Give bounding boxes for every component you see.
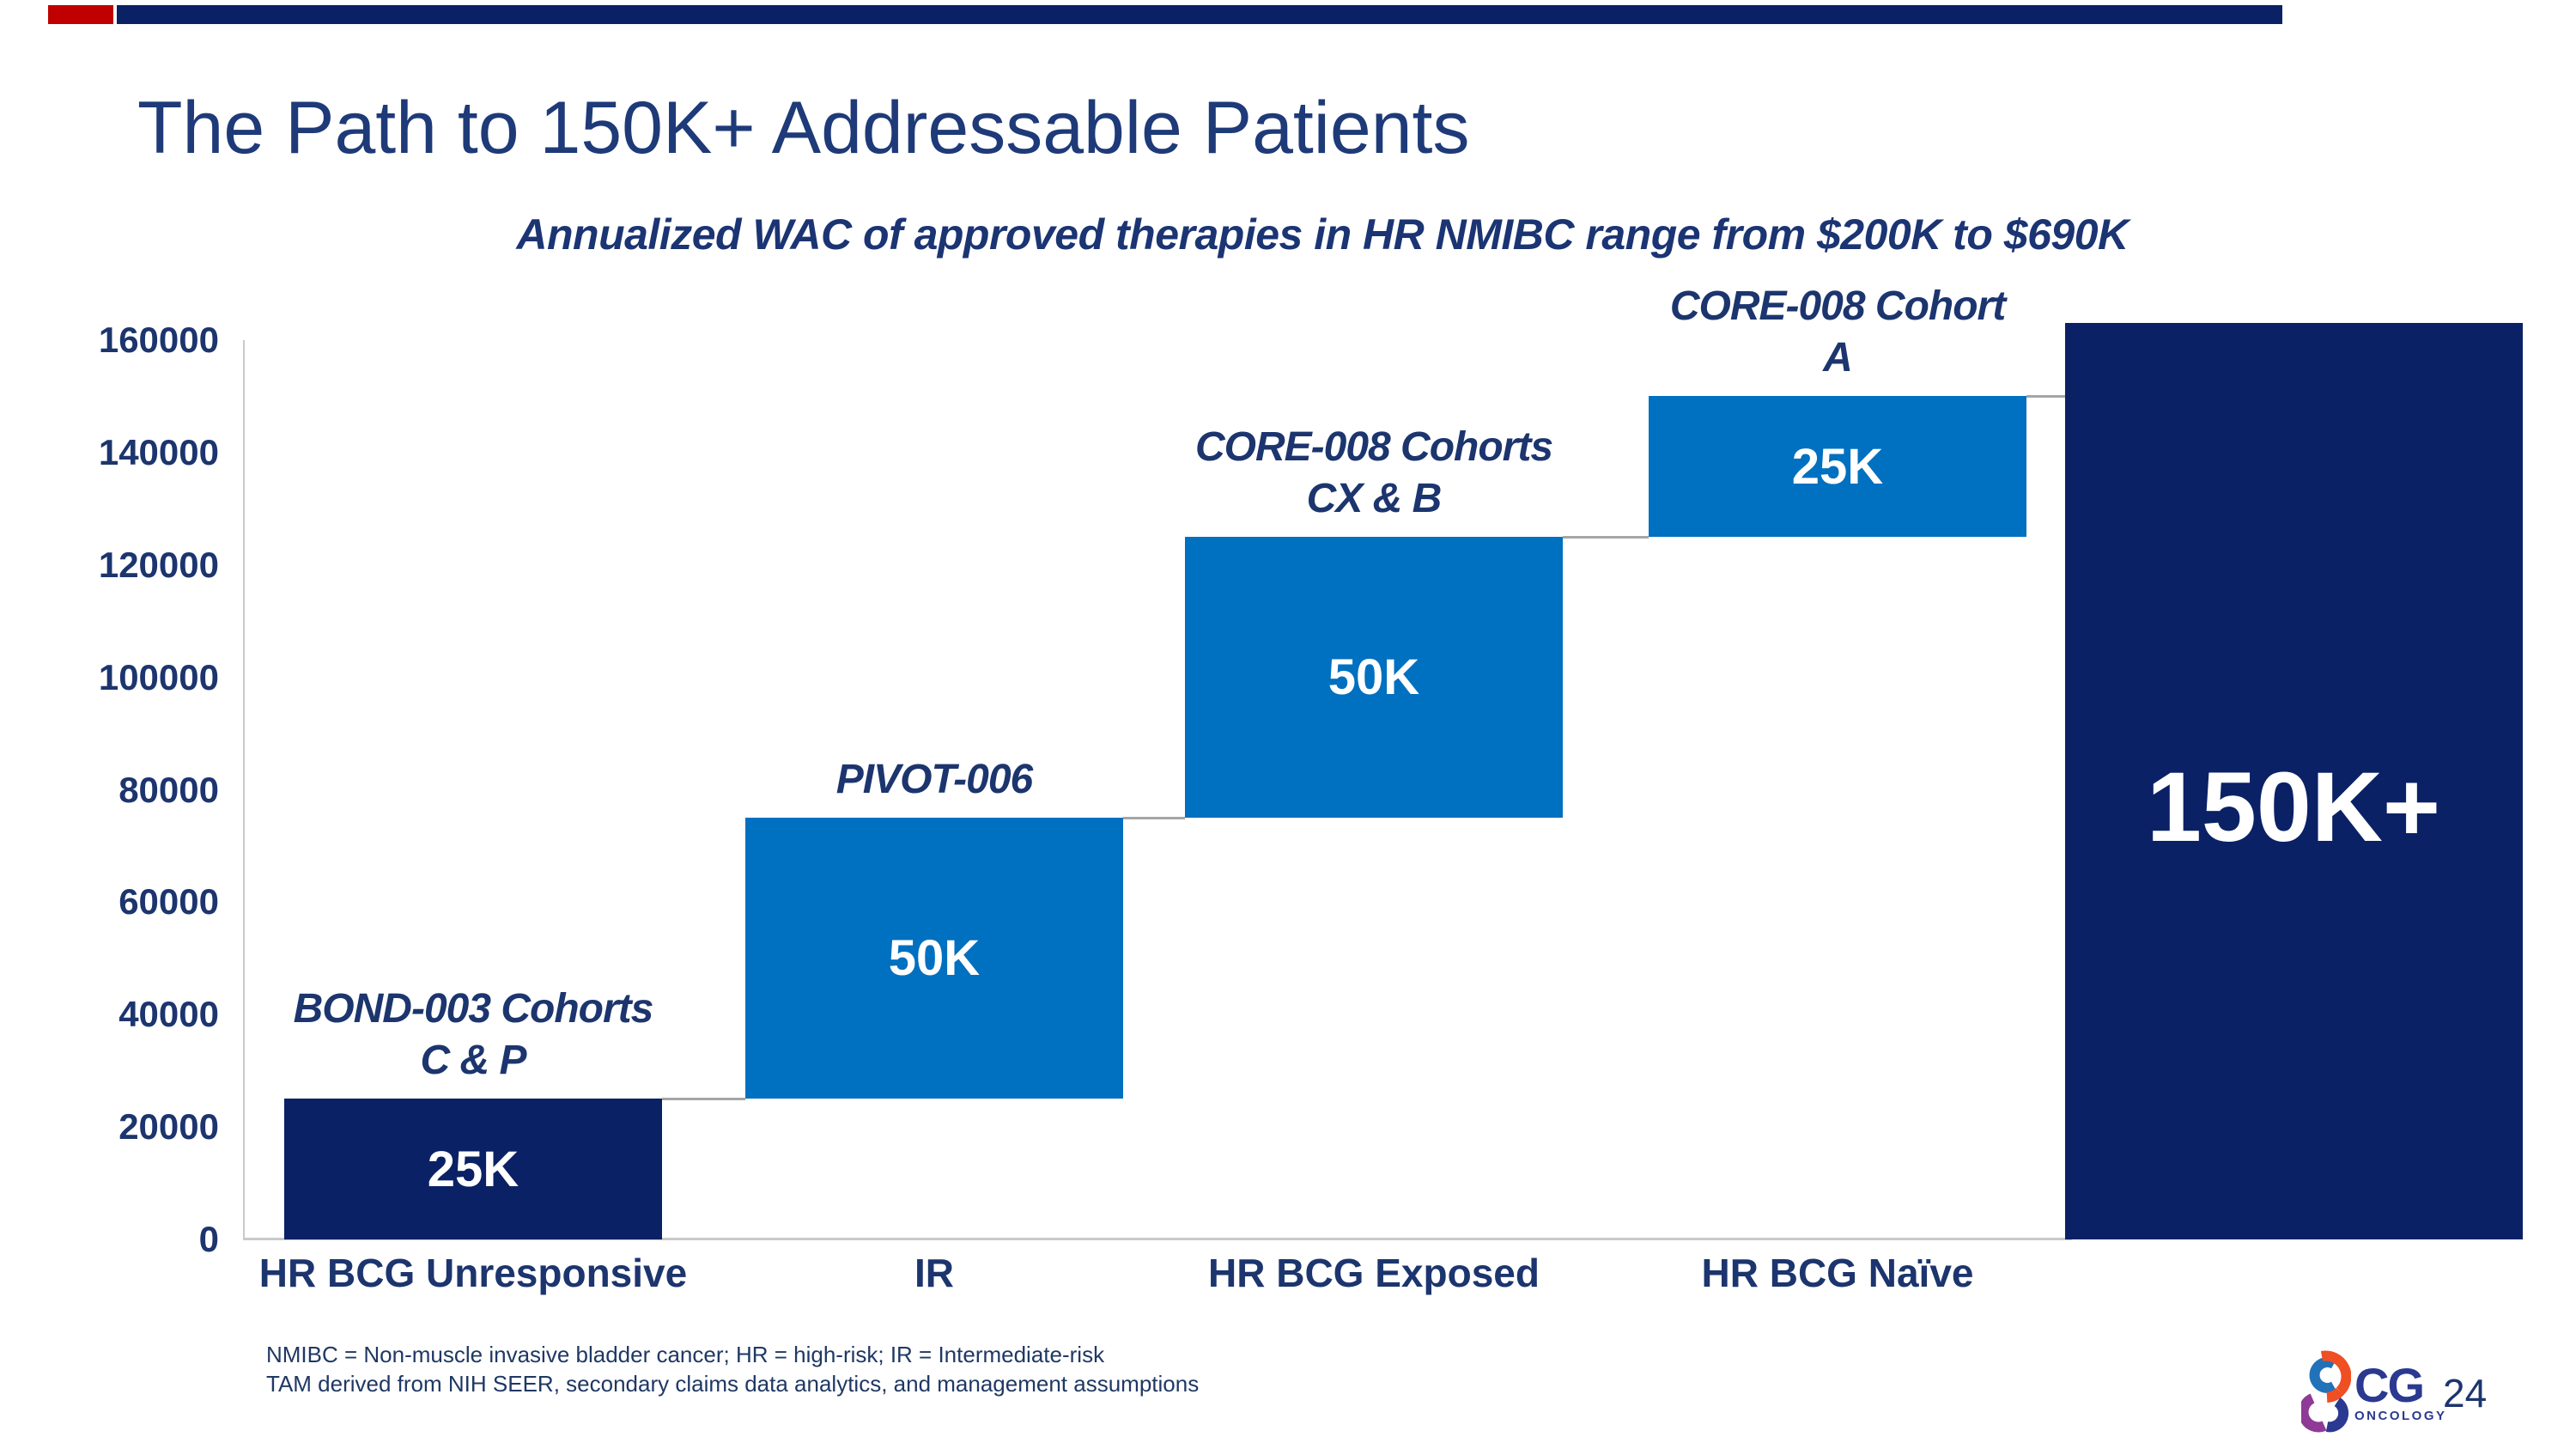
- x-axis-label: HR BCG Naïve: [1701, 1251, 1974, 1295]
- footnote-line-2: TAM derived from NIH SEER, secondary cla…: [266, 1371, 1200, 1397]
- top-accent-red-bar: [48, 5, 113, 24]
- annotation-line: PIVOT-006: [835, 757, 1033, 803]
- bar: 25K: [284, 1099, 662, 1239]
- footnotes: NMIBC = Non-muscle invasive bladder canc…: [266, 1340, 1199, 1398]
- x-axis-label: HR BCG Exposed: [1208, 1251, 1540, 1295]
- bar: 25K: [1649, 396, 2026, 538]
- step-connector-line: [662, 1098, 745, 1101]
- y-tick-label: 80000: [118, 769, 219, 810]
- y-tick-label: 0: [198, 1219, 219, 1259]
- bar-value-label: 25K: [427, 1141, 519, 1197]
- step-connector-line: [2026, 395, 2065, 399]
- annotation-line: CORE-008 Cohort: [1669, 283, 2006, 330]
- y-tick-label: 160000: [98, 320, 219, 360]
- x-axis-label: IR: [914, 1251, 954, 1295]
- y-tick-label: 120000: [98, 544, 219, 585]
- y-tick-label: 100000: [98, 656, 219, 697]
- bar-annotation: PIVOT-006: [835, 754, 1033, 806]
- step-connector-line: [1563, 536, 1649, 539]
- cg-oncology-logo-icon: [2301, 1350, 2351, 1433]
- bar-annotation: CORE-008 Cohorts CX & B: [1194, 422, 1553, 525]
- x-axis-line: [243, 1238, 2072, 1240]
- logo-text-block: CG ONCOLOGY: [2354, 1358, 2447, 1424]
- slide-title: The Path to 150K+ Addressable Patients: [137, 87, 1470, 169]
- bar: 50K: [1185, 537, 1563, 819]
- logo-cg-text: CG: [2354, 1358, 2425, 1412]
- top-accent-navy-bar: [117, 5, 2282, 24]
- bar-value-label: 150K+: [2146, 752, 2441, 862]
- slide-subtitle: Annualized WAC of approved therapies in …: [516, 210, 2129, 259]
- y-tick-label: 40000: [118, 994, 219, 1035]
- annotation-line: BOND-003 Cohorts: [293, 986, 654, 1032]
- logo-oncology-text: ONCOLOGY: [2354, 1409, 2447, 1423]
- bar-annotation: CORE-008 Cohort A: [1669, 281, 2006, 384]
- total-bar: 150K+: [2064, 323, 2523, 1239]
- bar: 50K: [745, 818, 1123, 1099]
- x-axis-label: HR BCG Unresponsive: [258, 1251, 688, 1295]
- annotation-line: A: [1823, 335, 1853, 381]
- annotation-line: CX & B: [1306, 476, 1443, 522]
- y-tick-label: 140000: [98, 431, 219, 472]
- y-tick-label: 20000: [118, 1106, 219, 1148]
- bar-annotation: BOND-003 Cohorts C & P: [293, 983, 654, 1087]
- step-connector-line: [1123, 817, 1185, 820]
- bar-value-label: 50K: [888, 930, 981, 987]
- bar-value-label: 25K: [1791, 438, 1884, 495]
- y-axis-line: [243, 340, 245, 1239]
- cg-oncology-logo: CG ONCOLOGY: [2301, 1349, 2447, 1434]
- annotation-line: CORE-008 Cohorts: [1194, 424, 1553, 471]
- footnote-line-1: NMIBC = Non-muscle invasive bladder canc…: [266, 1342, 1105, 1367]
- bar-value-label: 50K: [1327, 649, 1420, 706]
- page-number: 24: [2443, 1371, 2488, 1416]
- y-tick-label: 60000: [118, 881, 219, 922]
- annotation-line: C & P: [420, 1038, 526, 1084]
